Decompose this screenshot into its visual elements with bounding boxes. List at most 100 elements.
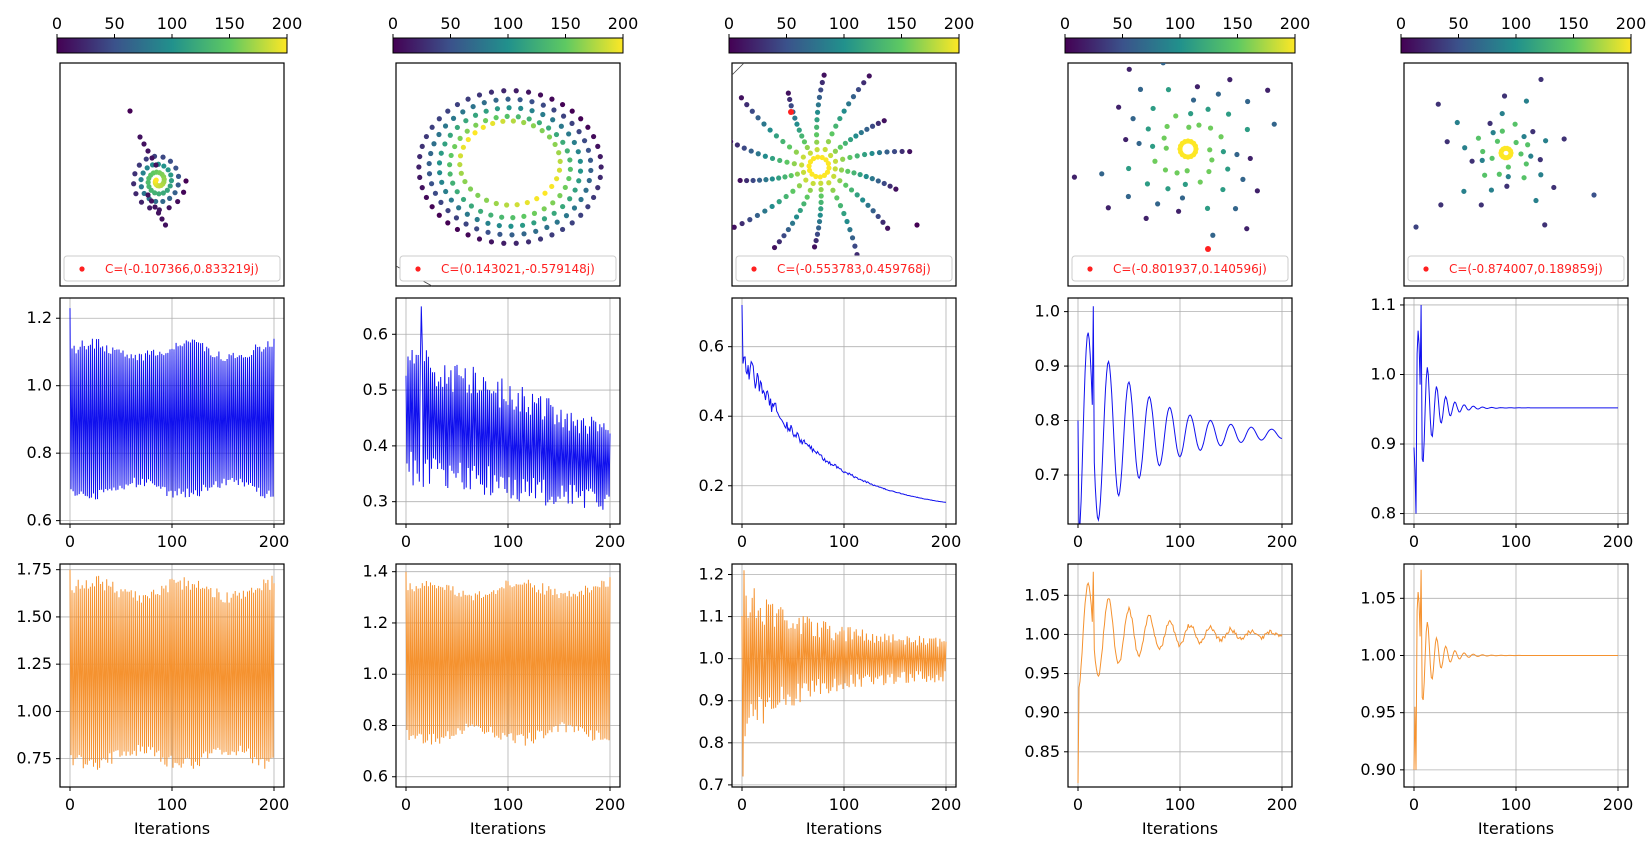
orbit-point [1225,166,1231,172]
axes-frame [1067,297,1293,525]
y-tick-label: 0.4 [363,436,388,455]
orbit-point [428,181,435,187]
orbit-point [141,141,147,147]
orbit-point [1196,122,1202,128]
orbit-point [546,134,553,140]
legend: C=(0.143021,-0.579148j) [399,255,617,282]
orbit-point [823,157,829,163]
colorbar: 0 50 100 150 200 [388,14,638,54]
y-tick-label: 1.50 [16,607,52,626]
column-2: 0 50 100 150 200C=(0.143021,-0.579148j)0.30.… [363,14,639,838]
orbit-point [143,156,149,162]
orbit-point [488,89,495,95]
orbit-point [814,109,821,115]
orbit-point [1505,164,1511,170]
orbit-point [127,108,133,114]
y-tick-label: 1.00 [1024,624,1060,643]
orbit-point [814,124,820,130]
orbit-point [447,171,453,177]
orbit-point [521,119,527,126]
orbit-panel: C=(-0.107366,0.833219j) [59,62,285,287]
orbit-point [553,131,560,138]
orbit-point [168,172,174,178]
orbit-point [549,183,555,190]
orbit-point [1204,205,1211,211]
orbit-point [585,204,591,210]
orbit-point [450,115,457,121]
colorbar-tick-label: 0 [1396,14,1406,33]
legend-label: C=(-0.107366,0.833219j) [105,262,259,276]
colorbar-tick-label: 50 [440,14,460,33]
colorbar-tick-label: 150 [886,14,917,33]
orbit-point [818,180,824,186]
orbit-point [1271,121,1277,127]
y-tick-label: 1.2 [27,308,52,327]
orbit-point [454,101,461,108]
orbit-point [1197,179,1203,185]
orbit-point [447,132,453,138]
orbit-point [814,147,820,153]
orbit-point [791,161,797,167]
x-tick-label: 200 [595,532,626,551]
orbit-point [442,123,449,129]
orbit-point [741,145,747,151]
orbit-point [145,148,151,154]
y-tick-label: 1.00 [16,701,52,720]
orbit-point [140,170,146,176]
colorbar-tick-label: 100 [1501,14,1532,33]
orbit-point [838,167,845,173]
orbit-point [501,88,507,94]
orbit-point [148,198,155,204]
y-tick-label: 0.8 [1035,411,1060,430]
orbit-point [1071,174,1078,180]
orbit-point [832,166,838,172]
orbit-point [585,147,592,153]
orbit-point [1130,116,1136,122]
x-axis-label: Iterations [470,819,546,838]
orbit-point [541,206,547,212]
orbit-point [448,152,454,159]
orbit-point [1190,97,1197,103]
orbit-point [825,160,831,167]
orbit-point [750,177,756,184]
orbit-point [423,194,430,201]
orbit-point [156,191,162,197]
x-tick-label: 0 [65,532,75,551]
orbit-point [1194,84,1201,90]
x-tick-label: 0 [1073,795,1083,814]
orbit-point [159,216,165,222]
bottom-line-panel: 0.7 0.8 0.9 1.0 1.1 1.2 0 100 200 Iterations [699,563,961,838]
orbit-point [458,170,464,176]
bottom-line-panel: 0.85 0.90 0.95 1.00 1.05 0 100 200 Iterations [1024,563,1297,838]
orbit-point [854,192,860,198]
x-tick-label: 200 [1267,532,1298,551]
orbit-point [849,235,856,241]
orbit-point [525,89,532,95]
orbit-point [1160,63,1166,66]
orbit-point [785,226,791,233]
y-tick-label: 0.6 [699,337,724,356]
legend-box [1071,255,1289,282]
orbit-point [595,143,601,149]
bottom-series-line [1413,569,1618,770]
y-tick-label: 1.0 [363,664,388,683]
orbit-panel: C=(-0.553783,0.459768j) [731,62,957,287]
y-tick-label: 0.95 [1360,703,1396,722]
orbit-point [755,115,761,121]
axes-frame [1403,563,1629,788]
colorbar-tick-label: 0 [1060,14,1070,33]
orbit-point [576,129,582,135]
colorbar-tick-label: 50 [1448,14,1468,33]
orbit-point [587,157,594,163]
orbit-point [542,190,548,196]
axes-frame [1403,297,1629,525]
orbit-point [545,125,552,131]
orbit-point [133,191,139,197]
column-1: 0 50 100 150 200C=(-0.107366,0.833219j)0.60.… [16,14,302,838]
orbit-point [1488,187,1495,193]
orbit-point [876,149,883,156]
orbit-point [531,220,537,226]
bottom-series-line [741,570,947,777]
y-tick-label: 0.8 [27,443,52,462]
x-tick-label: 0 [1409,795,1419,814]
